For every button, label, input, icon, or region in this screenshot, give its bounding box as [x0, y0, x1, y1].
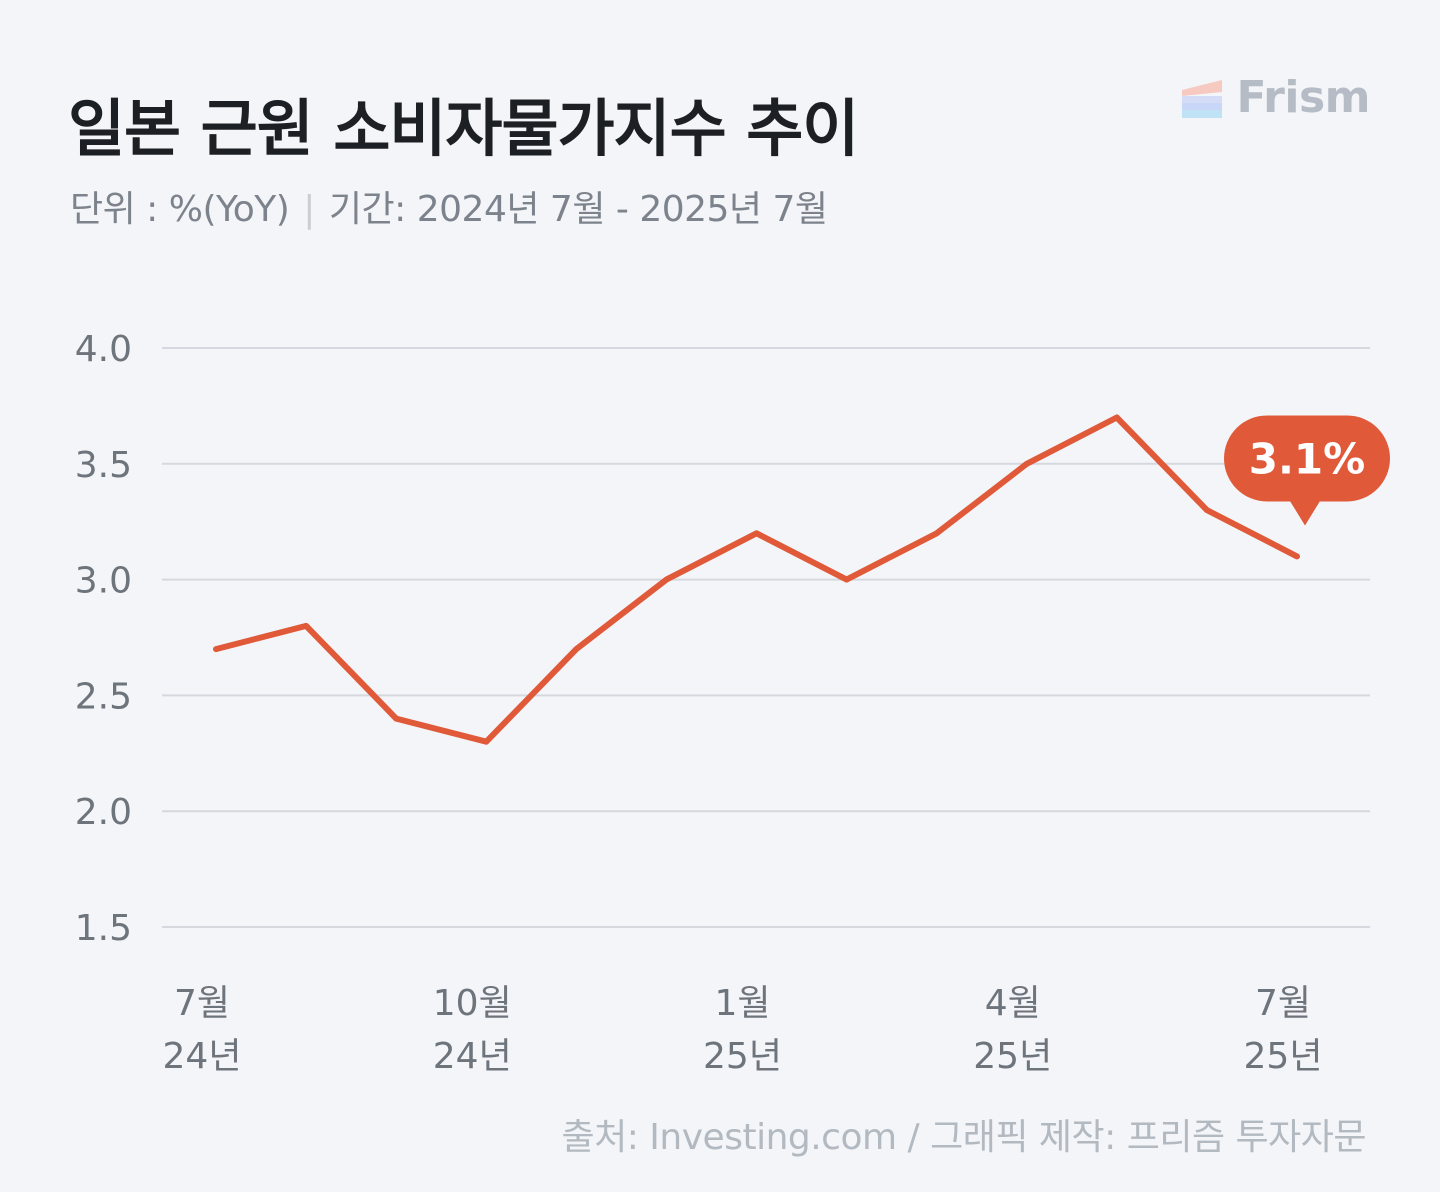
chart-subtitle: 단위 : %(YoY) | 기간: 2024년 7월 - 2025년 7월	[70, 180, 828, 232]
source-credit: 출처: Investing.com / 그래픽 제작: 프리즘 투자자문	[561, 1117, 1367, 1158]
x-tick-year: 24년	[433, 1036, 512, 1077]
x-tick-month: 7월	[1255, 983, 1311, 1024]
x-tick-month: 10월	[433, 983, 512, 1024]
callout-label: 3.1%	[1249, 434, 1365, 483]
period-label: 기간: 2024년 7월 - 2025년 7월	[328, 189, 828, 230]
callout-pointer	[1289, 499, 1321, 526]
unit-label: 단위 : %(YoY)	[70, 189, 290, 230]
brand-logo: Frism	[1182, 72, 1370, 123]
x-tick-year: 24년	[163, 1036, 242, 1077]
x-tick-year: 25년	[703, 1036, 782, 1077]
x-tick-month: 4월	[985, 983, 1041, 1024]
x-tick-month: 7월	[174, 983, 230, 1024]
y-tick-label: 2.0	[75, 792, 132, 833]
y-tick-label: 2.5	[75, 676, 132, 717]
frism-logo-icon	[1182, 79, 1223, 118]
y-tick-label: 3.5	[75, 445, 132, 486]
x-tick-month: 1월	[714, 983, 770, 1024]
chart-title: 일본 근원 소비자물가지수 추이	[68, 92, 859, 165]
y-tick-label: 1.5	[75, 908, 132, 949]
callout-bubble	[1224, 415, 1390, 502]
subtitle-divider: |	[303, 189, 315, 230]
x-tick-year: 25년	[973, 1036, 1052, 1077]
x-tick-year: 25년	[1244, 1036, 1323, 1077]
series-line	[213, 414, 1300, 745]
y-tick-label: 4.0	[75, 329, 132, 370]
brand-name: Frism	[1236, 72, 1370, 123]
y-tick-label: 3.0	[75, 561, 132, 602]
